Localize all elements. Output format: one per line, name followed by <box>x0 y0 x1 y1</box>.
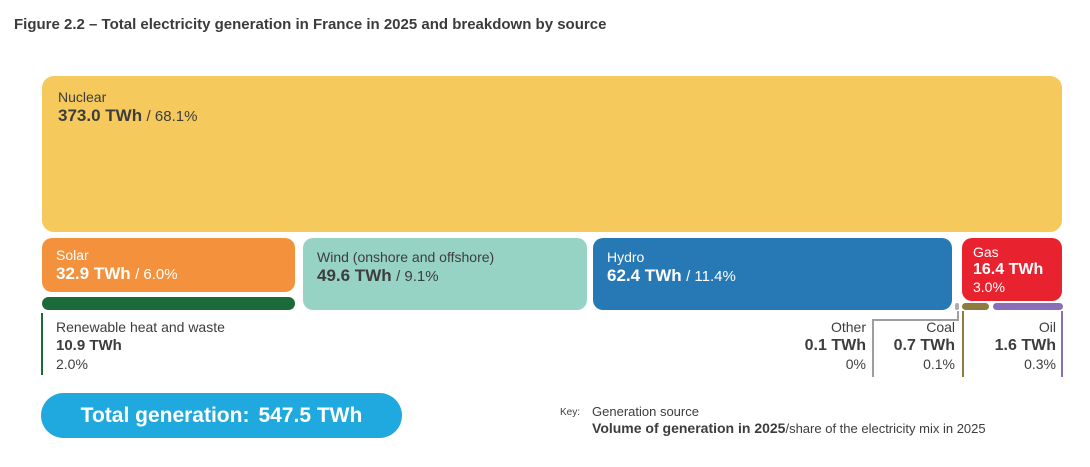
renewable-heat-label: Renewable heat and waste <box>56 319 225 335</box>
other-label: Other <box>830 319 866 335</box>
key-volume-bold: Volume of generation in 2025 <box>592 420 786 436</box>
key-share-rest: /share of the electricity mix in 2025 <box>785 421 986 436</box>
treemap-block-solar: Solar 32.9 TWh / 6.0% <box>42 238 295 292</box>
hydro-label: Hydro <box>607 249 645 265</box>
treemap-bar-oil <box>993 303 1063 310</box>
renewable-heat-value: 10.9 TWh <box>56 337 122 354</box>
oil-label: Oil <box>1038 319 1056 335</box>
treemap-block-gas: Gas 16.4 TWh 3.0% <box>962 238 1062 301</box>
total-generation-badge: Total generation: 547.5 TWh <box>41 393 402 438</box>
coal-label: Coal <box>926 319 955 335</box>
key-section: Key: Generation source Volume of generat… <box>560 403 986 437</box>
gas-value: 16.4 TWh <box>973 261 1044 278</box>
hydro-value: 62.4 TWh <box>607 266 682 285</box>
coal-share: 0.1% <box>923 356 955 372</box>
leader-line-other-vertical <box>872 319 874 377</box>
leader-line-coal <box>962 311 964 377</box>
treemap-block-nuclear: Nuclear 373.0 TWh / 68.1% <box>42 76 1062 232</box>
key-lines: Generation source Volume of generation i… <box>592 403 986 437</box>
leader-line-other-connector <box>957 311 959 320</box>
key-volume-share: Volume of generation in 2025/share of th… <box>592 420 986 437</box>
wind-value: 49.6 TWh <box>317 266 392 285</box>
leader-line-oil <box>1061 311 1063 377</box>
solar-label: Solar <box>56 247 89 263</box>
wind-label: Wind (onshore and offshore) <box>317 249 495 265</box>
callout-oil: Oil 1.6 TWh 0.3% <box>976 318 1056 373</box>
nuclear-value: 373.0 TWh <box>58 106 143 125</box>
oil-share: 0.3% <box>1024 356 1056 372</box>
hydro-share: / 11.4% <box>686 268 736 285</box>
treemap-bar-coal <box>962 303 989 310</box>
other-share: 0% <box>845 356 866 372</box>
coal-value: 0.7 TWh <box>893 337 955 354</box>
key-generation-source: Generation source <box>592 404 699 419</box>
figure-title: Figure 2.2 – Total electricity generatio… <box>14 16 607 33</box>
leader-line-renewable-heat <box>41 313 43 375</box>
treemap-block-hydro: Hydro 62.4 TWh / 11.4% <box>593 238 952 310</box>
callout-other: Other 0.1 TWh 0% <box>746 318 866 373</box>
treemap-block-wind: Wind (onshore and offshore) 49.6 TWh / 9… <box>303 238 587 310</box>
total-generation-prefix: Total generation: <box>80 403 250 427</box>
treemap-bar-other <box>955 303 959 310</box>
gas-share: 3.0% <box>973 279 1005 295</box>
renewable-heat-share: 2.0% <box>56 356 88 372</box>
other-value: 0.1 TWh <box>804 337 866 354</box>
gas-label: Gas <box>973 244 999 260</box>
nuclear-label: Nuclear <box>58 89 107 105</box>
total-generation-value: 547.5 TWh <box>258 403 363 427</box>
callout-coal: Coal 0.7 TWh 0.1% <box>875 318 955 373</box>
nuclear-share: / 68.1% <box>146 108 198 125</box>
leader-line-other-horizontal <box>872 319 959 321</box>
key-label: Key: <box>560 407 581 418</box>
treemap-bar-renewable-heat <box>42 297 295 310</box>
solar-value: 32.9 TWh <box>56 264 131 283</box>
wind-share: / 9.1% <box>396 268 439 285</box>
solar-share: / 6.0% <box>135 266 178 283</box>
oil-value: 1.6 TWh <box>994 337 1056 354</box>
callout-renewable-heat: Renewable heat and waste 10.9 TWh 2.0% <box>56 318 225 373</box>
